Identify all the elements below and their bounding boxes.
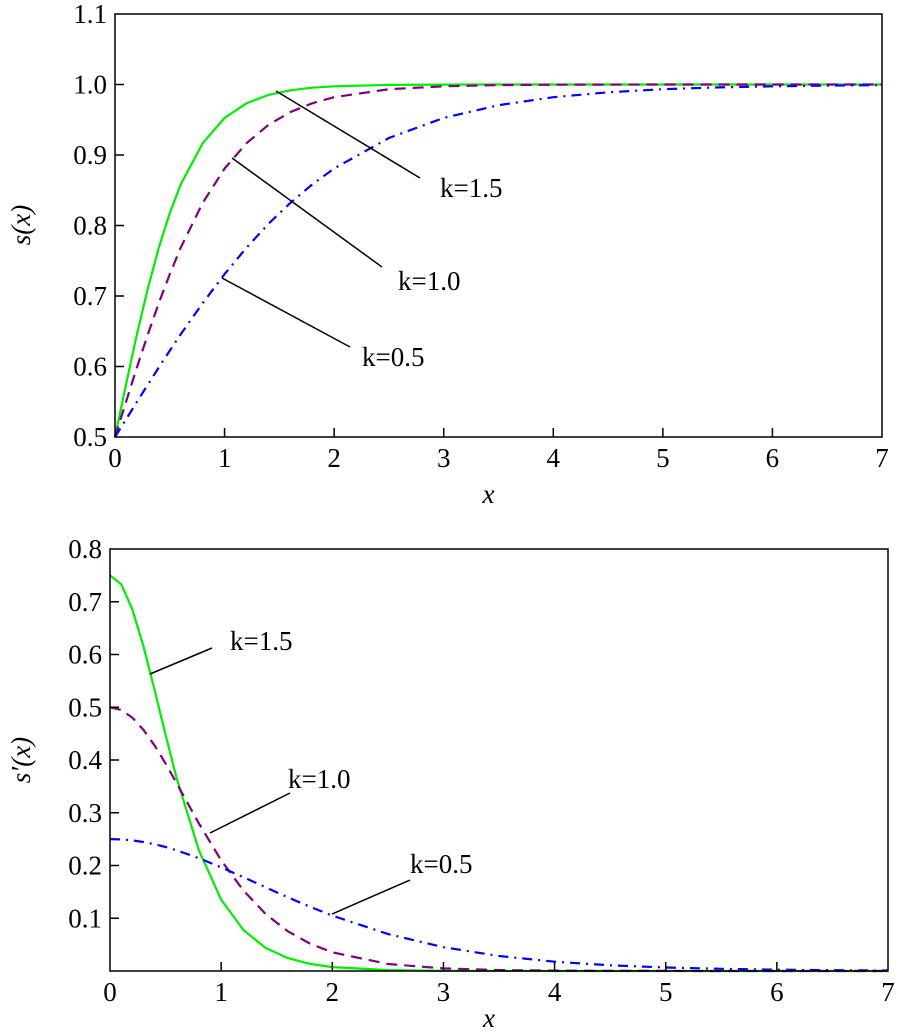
y-axis-label: s(x)	[6, 205, 36, 245]
y-tick-label: 0.6	[68, 640, 102, 670]
x-tick-label: 0	[103, 977, 117, 1007]
x-tick-label: 1	[218, 443, 232, 473]
y-tick-label: 0.9	[73, 140, 107, 170]
x-tick-label: 6	[770, 977, 784, 1007]
x-axis-label: x	[482, 479, 495, 509]
x-axis-label: x	[482, 1003, 495, 1031]
y-tick-label: 1.0	[73, 70, 107, 100]
y-tick-label: 0.5	[68, 692, 102, 722]
annotation-label: k=1.5	[440, 173, 502, 203]
annotation-leader-line	[149, 647, 213, 675]
x-tick-label: 2	[326, 977, 340, 1007]
annotation-label: k=1.5	[230, 626, 292, 656]
y-tick-label: 0.2	[68, 851, 102, 881]
y-tick-label: 0.4	[68, 745, 102, 775]
y-tick-label: 0.3	[68, 798, 102, 828]
x-tick-label: 3	[437, 977, 451, 1007]
x-tick-label: 2	[327, 443, 341, 473]
y-tick-label: 0.7	[68, 587, 102, 617]
y-tick-label: 0.8	[68, 534, 102, 564]
y-tick-label: 0.7	[73, 281, 107, 311]
series-line-k-1-0	[113, 83, 882, 438]
y-tick-label: 0.5	[73, 422, 107, 452]
annotation-leader-line	[275, 90, 421, 179]
x-tick-label: 7	[881, 977, 895, 1007]
x-tick-label: 4	[548, 977, 562, 1007]
series-line-k-0-5	[114, 84, 883, 438]
annotation-label: k=0.5	[410, 849, 472, 879]
x-tick-label: 5	[656, 443, 670, 473]
annotation-label: k=1.0	[288, 764, 350, 794]
y-axis-label: s′(x)	[6, 737, 36, 783]
series-line-k-0-5	[109, 838, 889, 972]
chart-s-prime: 0 1 2 3 4 5 6 7 0.1 0.2 0.3 0.4 0.5 0.6 0.7 0.8 x s′(x) k=…	[6, 534, 895, 1031]
x-tick-label: 0	[108, 443, 122, 473]
x-tick-label: 4	[547, 443, 561, 473]
series-line-k-1-0	[109, 706, 888, 973]
series-line-k-1-5	[109, 574, 888, 973]
x-tick-label: 6	[766, 443, 780, 473]
annotation-leader-line	[221, 277, 351, 348]
x-tick-label: 7	[875, 443, 889, 473]
y-tick-label: 1.1	[73, 0, 107, 29]
x-tick-label: 1	[214, 977, 228, 1007]
x-tick-label: 5	[659, 977, 673, 1007]
y-tick-label: 0.1	[68, 903, 102, 933]
series-line-k-1-5	[113, 83, 882, 438]
annotation-leader-line	[209, 792, 291, 834]
annotation-label: k=0.5	[362, 342, 424, 372]
annotation-leader-line	[331, 879, 411, 915]
plot-frame	[114, 13, 883, 438]
y-tick-label: 0.6	[73, 352, 107, 382]
chart-s: 0 1 2 3 4 5 6 7 0.5 0.6 0.7 0.8 0.9 1.0 1.1 x s(x) k=1.5 k…	[6, 0, 889, 509]
annotation-label: k=1.0	[398, 266, 460, 296]
annotation-leader-line	[231, 157, 383, 268]
y-tick-label: 0.8	[73, 211, 107, 241]
x-tick-label: 3	[437, 443, 451, 473]
